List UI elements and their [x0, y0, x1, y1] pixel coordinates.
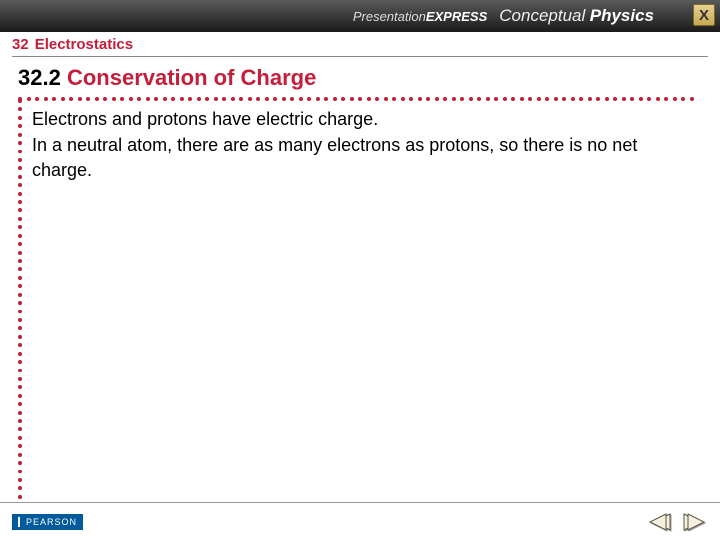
- body-text: Electrons and protons have electric char…: [18, 107, 702, 182]
- chevron-right-icon: [682, 513, 706, 531]
- content-area: 32.2 Conservation of Charge Electrons an…: [18, 65, 702, 182]
- brand-presentation: Presentation: [353, 9, 426, 24]
- brand-conceptual: Conceptual: [499, 6, 585, 25]
- paragraph-2: In a neutral atom, there are as many ele…: [32, 133, 702, 182]
- prev-button[interactable]: [646, 511, 674, 533]
- brand-express: EXPRESS: [426, 9, 487, 24]
- nav-arrows: [646, 511, 708, 533]
- publisher-name: PEARSON: [26, 517, 77, 527]
- footer: PEARSON: [0, 502, 720, 540]
- section-number: 32.2: [18, 65, 61, 90]
- close-button[interactable]: X: [693, 4, 715, 26]
- chevron-left-icon: [648, 513, 672, 531]
- next-button[interactable]: [680, 511, 708, 533]
- brand-physics: Physics: [590, 6, 654, 25]
- chapter-title: Electrostatics: [35, 36, 133, 53]
- chapter-bar: 32 Electrostatics: [0, 32, 720, 56]
- close-icon: X: [699, 7, 709, 24]
- section-topic: Conservation of Charge: [67, 65, 316, 90]
- dots-column-decoration: [18, 99, 25, 499]
- section-heading: 32.2 Conservation of Charge: [18, 65, 702, 91]
- dots-row-decoration: [18, 97, 702, 101]
- chapter-divider: [12, 56, 708, 57]
- top-banner: Presentation EXPRESS Conceptual Physics …: [0, 0, 720, 32]
- chapter-number: 32: [12, 36, 29, 53]
- pearson-logo: PEARSON: [12, 514, 83, 530]
- paragraph-1: Electrons and protons have electric char…: [32, 107, 702, 131]
- banner-branding: Presentation EXPRESS Conceptual Physics: [353, 6, 654, 26]
